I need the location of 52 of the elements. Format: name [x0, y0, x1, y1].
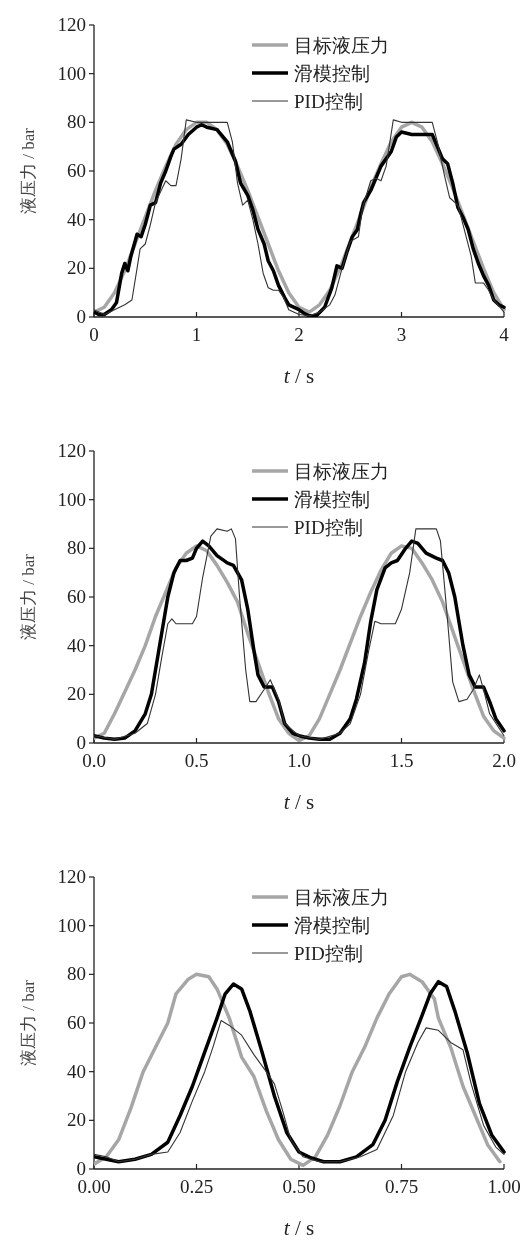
x-tick-label: 0.0 — [82, 750, 106, 771]
y-tick-label: 100 — [57, 488, 86, 510]
y-tick-label: 40 — [67, 1060, 86, 1082]
x-tick-label: 4 — [499, 324, 510, 345]
x-tick-label: 0.5 — [184, 750, 209, 771]
x-tick-label: 0.25 — [179, 1176, 214, 1197]
y-axis-title: 液压力 / bar — [19, 979, 38, 1066]
x-tick-label: 1 — [191, 324, 202, 345]
x-tick-label: 2.0 — [492, 750, 516, 771]
x-tick-label: 2 — [294, 324, 304, 345]
x-axis-title: t / s — [283, 364, 315, 388]
y-tick-label: 20 — [67, 1109, 86, 1131]
x-tick-label: 0.75 — [384, 1176, 419, 1197]
legend-label: 目标液压力 — [294, 887, 389, 908]
x-tick-label: 1.0 — [287, 750, 311, 771]
y-tick-label: 40 — [67, 208, 86, 230]
y-tick-label: 0 — [76, 1158, 86, 1179]
x-tick-label: 0.00 — [77, 1176, 111, 1197]
y-tick-label: 120 — [57, 14, 86, 35]
legend-label: PID控制 — [294, 91, 363, 112]
y-tick-label: 120 — [57, 866, 86, 887]
legend-label: PID控制 — [294, 517, 363, 538]
y-tick-label: 40 — [67, 634, 86, 656]
y-tick-label: 80 — [67, 963, 86, 985]
y-tick-label: 100 — [57, 914, 86, 936]
y-tick-label: 20 — [67, 257, 86, 279]
y-tick-label: 0 — [76, 732, 86, 753]
legend-label: 滑模控制 — [294, 915, 370, 936]
x-tick-label: 0.50 — [282, 1176, 316, 1197]
x-tick-label: 3 — [396, 324, 407, 345]
legend-label: 滑模控制 — [294, 489, 370, 510]
x-tick-label: 0 — [89, 324, 99, 345]
x-tick-label: 1.5 — [389, 750, 414, 771]
line-series — [94, 1020, 505, 1163]
legend-label: 目标液压力 — [294, 35, 389, 56]
y-tick-label: 0 — [76, 306, 86, 327]
y-tick-label: 80 — [67, 537, 86, 559]
y-tick-label: 60 — [67, 586, 86, 607]
x-axis-title: t / s — [283, 1216, 315, 1240]
y-tick-label: 20 — [67, 683, 86, 705]
y-tick-label: 120 — [57, 440, 86, 461]
legend-label: 滑模控制 — [294, 63, 370, 84]
y-tick-label: 60 — [67, 160, 86, 181]
y-tick-label: 100 — [57, 62, 86, 84]
legend-label: 目标液压力 — [294, 461, 389, 482]
y-axis-title: 液压力 / bar — [19, 553, 38, 640]
legend-label: PID控制 — [294, 943, 363, 964]
y-axis-title: 液压力 / bar — [19, 127, 38, 214]
y-tick-label: 60 — [67, 1012, 86, 1033]
y-tick-label: 80 — [67, 111, 86, 133]
x-tick-label: 1.00 — [487, 1176, 521, 1197]
x-axis-title: t / s — [283, 790, 315, 814]
